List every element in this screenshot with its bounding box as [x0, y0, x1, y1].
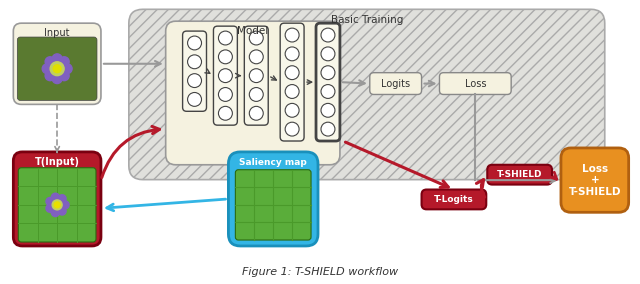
Text: Basic Training: Basic Training	[331, 15, 403, 25]
FancyBboxPatch shape	[129, 9, 605, 179]
FancyBboxPatch shape	[316, 23, 340, 141]
Circle shape	[321, 103, 335, 117]
Circle shape	[188, 55, 202, 69]
FancyBboxPatch shape	[214, 26, 237, 125]
Circle shape	[285, 103, 299, 117]
Text: Input: Input	[44, 28, 70, 38]
Circle shape	[218, 87, 232, 101]
Text: T-Logits: T-Logits	[434, 195, 474, 204]
Circle shape	[218, 50, 232, 64]
Circle shape	[218, 69, 232, 83]
Text: T(Input): T(Input)	[35, 157, 79, 167]
Circle shape	[52, 74, 62, 83]
Circle shape	[58, 195, 66, 203]
Circle shape	[250, 50, 263, 64]
Circle shape	[45, 57, 55, 67]
Text: Loss: Loss	[465, 79, 486, 89]
FancyBboxPatch shape	[440, 73, 511, 95]
Circle shape	[188, 74, 202, 87]
Circle shape	[52, 54, 62, 64]
Circle shape	[321, 47, 335, 61]
Circle shape	[188, 36, 202, 50]
Circle shape	[285, 85, 299, 99]
FancyBboxPatch shape	[561, 148, 628, 212]
Circle shape	[51, 193, 60, 201]
FancyBboxPatch shape	[182, 31, 207, 111]
FancyBboxPatch shape	[17, 37, 97, 101]
Circle shape	[60, 71, 69, 81]
Circle shape	[54, 202, 60, 208]
Circle shape	[46, 197, 54, 205]
Text: Logits: Logits	[381, 79, 410, 89]
FancyBboxPatch shape	[228, 152, 318, 246]
Circle shape	[50, 62, 64, 76]
Circle shape	[250, 87, 263, 101]
Circle shape	[285, 47, 299, 61]
Circle shape	[250, 106, 263, 120]
FancyBboxPatch shape	[280, 23, 304, 141]
Circle shape	[42, 64, 52, 74]
Text: Model: Model	[237, 26, 268, 36]
Circle shape	[285, 28, 299, 42]
Circle shape	[62, 64, 72, 74]
FancyBboxPatch shape	[236, 170, 311, 240]
FancyBboxPatch shape	[422, 189, 486, 209]
Circle shape	[60, 57, 69, 67]
Circle shape	[188, 93, 202, 106]
FancyBboxPatch shape	[244, 26, 268, 125]
Circle shape	[250, 31, 263, 45]
Circle shape	[51, 209, 60, 217]
Circle shape	[58, 207, 66, 215]
Circle shape	[285, 66, 299, 80]
FancyBboxPatch shape	[166, 21, 340, 165]
Circle shape	[285, 122, 299, 136]
Circle shape	[321, 66, 335, 80]
Text: Saliency map: Saliency map	[239, 158, 307, 167]
Circle shape	[250, 69, 263, 83]
Circle shape	[45, 71, 55, 81]
FancyBboxPatch shape	[487, 165, 552, 185]
Circle shape	[52, 200, 62, 210]
Text: Loss
+
T-SHIELD: Loss + T-SHIELD	[568, 164, 621, 197]
Circle shape	[218, 31, 232, 45]
FancyBboxPatch shape	[13, 23, 101, 105]
Circle shape	[321, 85, 335, 99]
Circle shape	[321, 122, 335, 136]
Text: T-SHIELD: T-SHIELD	[497, 170, 542, 179]
Circle shape	[218, 106, 232, 120]
Text: Figure 1: T-SHIELD workflow: Figure 1: T-SHIELD workflow	[242, 267, 398, 277]
Circle shape	[53, 65, 61, 73]
Circle shape	[46, 204, 54, 212]
FancyBboxPatch shape	[19, 168, 96, 242]
Circle shape	[321, 28, 335, 42]
Circle shape	[61, 201, 69, 209]
FancyBboxPatch shape	[370, 73, 422, 95]
FancyBboxPatch shape	[13, 152, 101, 246]
